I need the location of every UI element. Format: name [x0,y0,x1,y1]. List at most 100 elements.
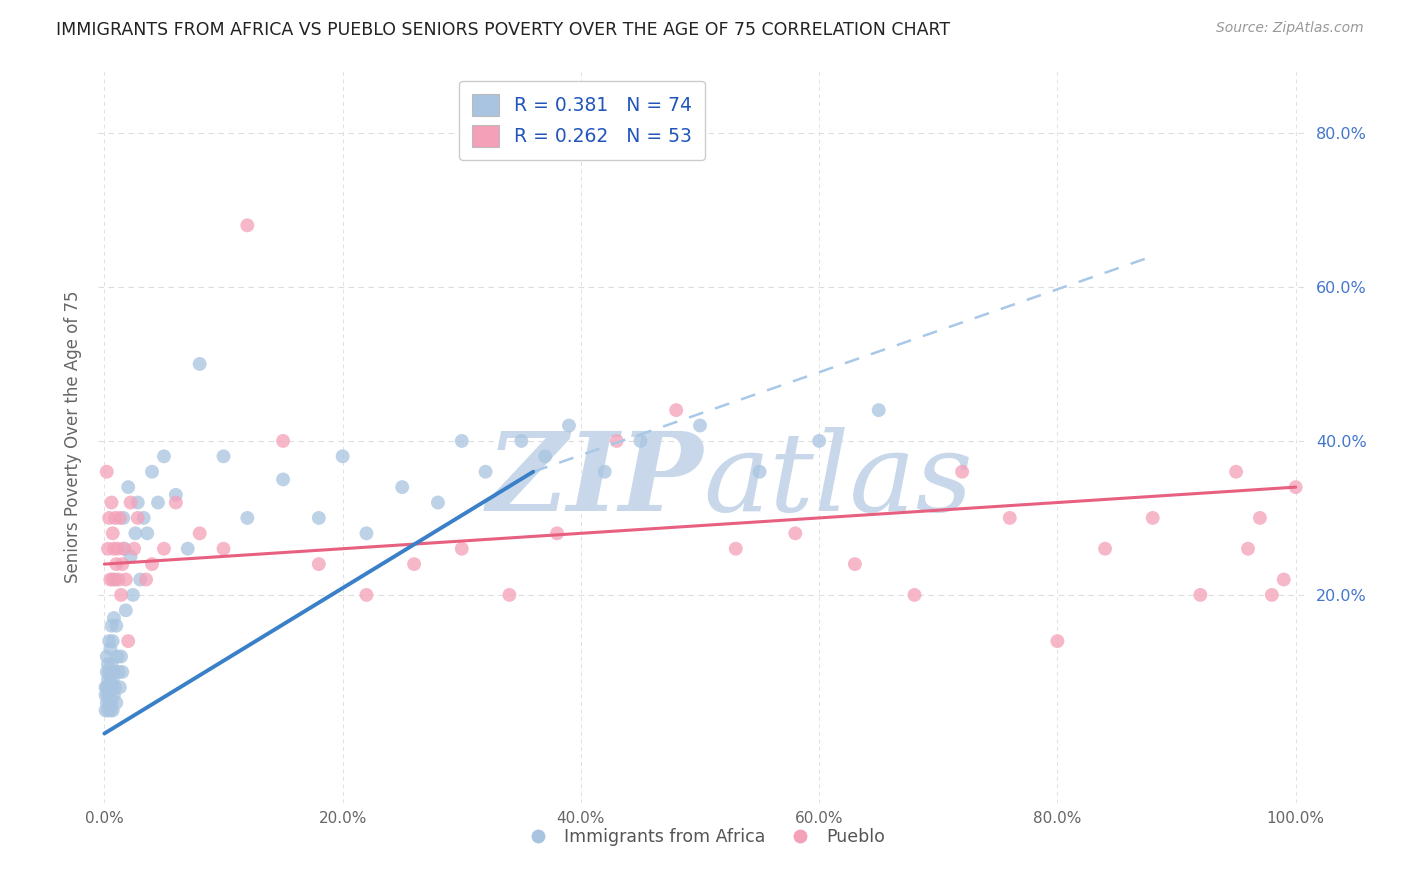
Point [110,588,132,602]
Point [97,688,120,702]
Point [114,573,136,587]
Point [105,557,128,571]
Point [107,649,129,664]
Point [101,634,124,648]
Point [96,681,118,695]
Point [665,403,688,417]
Y-axis label: Seniors Poverty Over the Age of 75: Seniors Poverty Over the Age of 75 [63,291,82,583]
Point [404,557,426,571]
Point [103,688,125,702]
Point [808,434,831,448]
Point [98,703,121,717]
Point [188,526,211,541]
Point [141,465,163,479]
Point [1237,541,1260,556]
Text: ZIP: ZIP [486,427,703,534]
Point [510,434,533,448]
Point [111,557,134,571]
Point [96,649,118,664]
Point [450,434,472,448]
Point [100,657,122,672]
Point [593,465,616,479]
Point [120,495,142,509]
Point [100,696,122,710]
Point [101,526,124,541]
Point [1285,480,1308,494]
Point [96,665,118,679]
Text: atlas: atlas [703,427,973,534]
Point [97,673,120,687]
Point [236,219,259,233]
Point [105,696,128,710]
Point [1261,588,1284,602]
Point [117,634,139,648]
Point [188,357,211,371]
Point [1094,541,1116,556]
Point [122,588,145,602]
Point [689,418,711,433]
Point [107,573,129,587]
Point [129,573,152,587]
Point [1142,511,1164,525]
Point [308,511,330,525]
Point [132,511,155,525]
Point [98,688,121,702]
Point [104,681,127,695]
Point [308,557,330,571]
Point [94,681,117,695]
Point [101,703,124,717]
Point [98,511,121,525]
Point [498,588,520,602]
Point [124,526,146,541]
Point [998,511,1021,525]
Point [108,681,131,695]
Point [177,541,200,556]
Point [110,649,132,664]
Point [94,688,117,702]
Point [546,526,568,541]
Point [96,696,118,710]
Point [98,673,121,687]
Point [122,541,145,556]
Point [212,450,235,464]
Point [903,588,925,602]
Point [94,703,117,717]
Point [127,495,149,509]
Point [96,465,118,479]
Point [1249,511,1271,525]
Point [104,511,127,525]
Point [236,511,259,525]
Point [558,418,581,433]
Legend: Immigrants from Africa, Pueblo: Immigrants from Africa, Pueblo [513,821,893,853]
Point [332,450,354,464]
Point [127,511,149,525]
Point [104,573,127,587]
Point [111,665,134,679]
Point [98,665,121,679]
Point [100,495,122,509]
Point [103,541,125,556]
Point [136,526,159,541]
Point [117,480,139,494]
Point [271,434,294,448]
Point [120,549,142,564]
Point [112,541,135,556]
Point [108,511,131,525]
Point [114,603,136,617]
Point [748,465,770,479]
Point [844,557,866,571]
Point [112,511,135,525]
Point [97,703,120,717]
Point [141,557,163,571]
Point [98,681,121,695]
Point [153,541,176,556]
Point [98,573,121,587]
Point [107,541,129,556]
Point [97,541,120,556]
Point [1225,465,1247,479]
Point [103,665,125,679]
Point [101,673,124,687]
Point [153,450,176,464]
Point [100,618,122,632]
Point [356,588,378,602]
